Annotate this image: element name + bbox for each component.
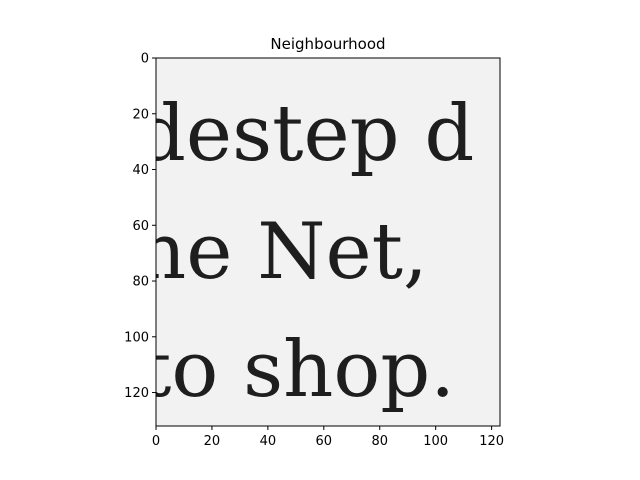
x-axis: 0 20 40 60 80 100 120	[152, 426, 504, 449]
figure-title: Neighbourhood	[270, 35, 385, 53]
x-tick-label: 0	[152, 434, 160, 449]
image-text-line-1: destep d	[136, 89, 474, 179]
y-tick-label: 80	[132, 275, 149, 290]
image-panel: destep d he Net, to shop.	[136, 58, 500, 426]
axes-frame	[155, 57, 501, 427]
y-tick-label: 40	[132, 163, 149, 178]
x-tick-label: 80	[371, 434, 388, 449]
y-axis: 0 20 40 60 80 100 120	[124, 52, 156, 401]
x-tick-label: 40	[260, 434, 277, 449]
x-tick-label: 20	[204, 434, 221, 449]
y-tick-label: 20	[132, 107, 149, 122]
image-text-line-3: to shop.	[140, 325, 455, 415]
y-tick-label: 120	[124, 386, 149, 401]
image-text-line-2: he Net,	[136, 207, 428, 297]
y-tick-label: 60	[132, 219, 149, 234]
x-tick-label: 100	[423, 434, 448, 449]
y-tick-label: 100	[124, 330, 149, 345]
x-tick-label: 60	[316, 434, 333, 449]
y-tick-label: 0	[141, 52, 149, 67]
paper-grain	[156, 58, 500, 426]
x-tick-label: 120	[479, 434, 504, 449]
